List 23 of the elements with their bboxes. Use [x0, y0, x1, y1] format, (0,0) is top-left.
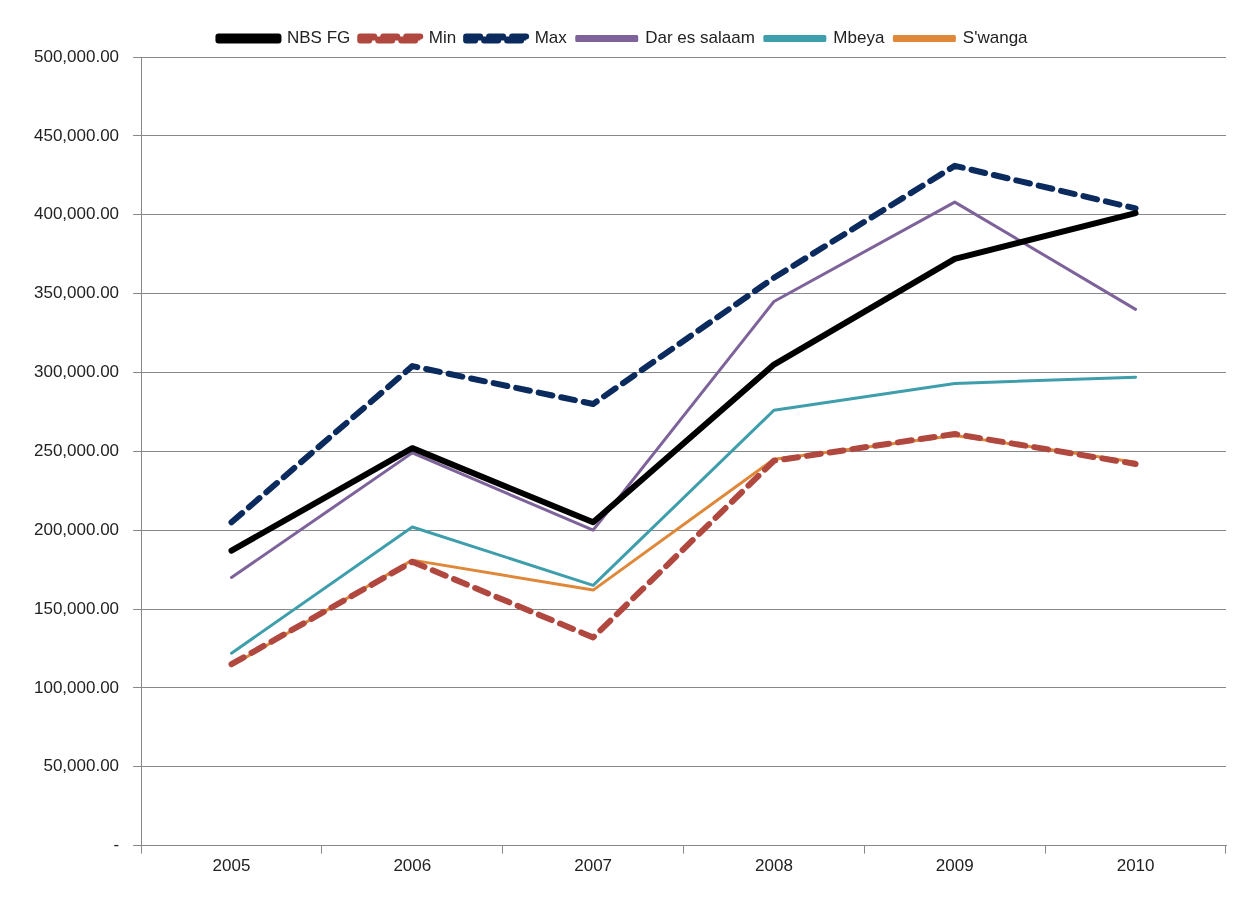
x-tick-label: 2005: [212, 856, 251, 876]
legend-label: Dar es salaam: [645, 28, 755, 48]
y-tick-label: 250,000.00: [33, 440, 120, 460]
y-tick-label: 50,000.00: [43, 756, 120, 776]
x-tick-label: 2006: [393, 856, 432, 876]
x-tick-label: 2010: [1116, 856, 1155, 876]
y-tick-label: -: [113, 835, 120, 855]
y-tick-label: 500,000.00: [33, 46, 120, 66]
legend-label: Mbeya: [833, 28, 885, 48]
y-tick-label: 450,000.00: [33, 125, 120, 145]
legend-label: Min: [428, 28, 457, 48]
y-tick-label: 100,000.00: [33, 677, 120, 697]
x-tick-label: 2008: [755, 856, 793, 876]
x-tick-label: 2007: [574, 856, 613, 876]
legend-label: S'wanga: [962, 28, 1029, 48]
y-tick-label: 350,000.00: [33, 283, 120, 303]
legend-label: NBS FG: [286, 28, 351, 48]
legend-label: Max: [534, 28, 568, 48]
y-tick-label: 150,000.00: [33, 598, 120, 618]
y-tick-label: 200,000.00: [33, 519, 120, 539]
y-tick-label: 300,000.00: [33, 362, 120, 382]
y-tick-label: 400,000.00: [33, 204, 120, 224]
x-tick-label: 2009: [935, 856, 974, 876]
